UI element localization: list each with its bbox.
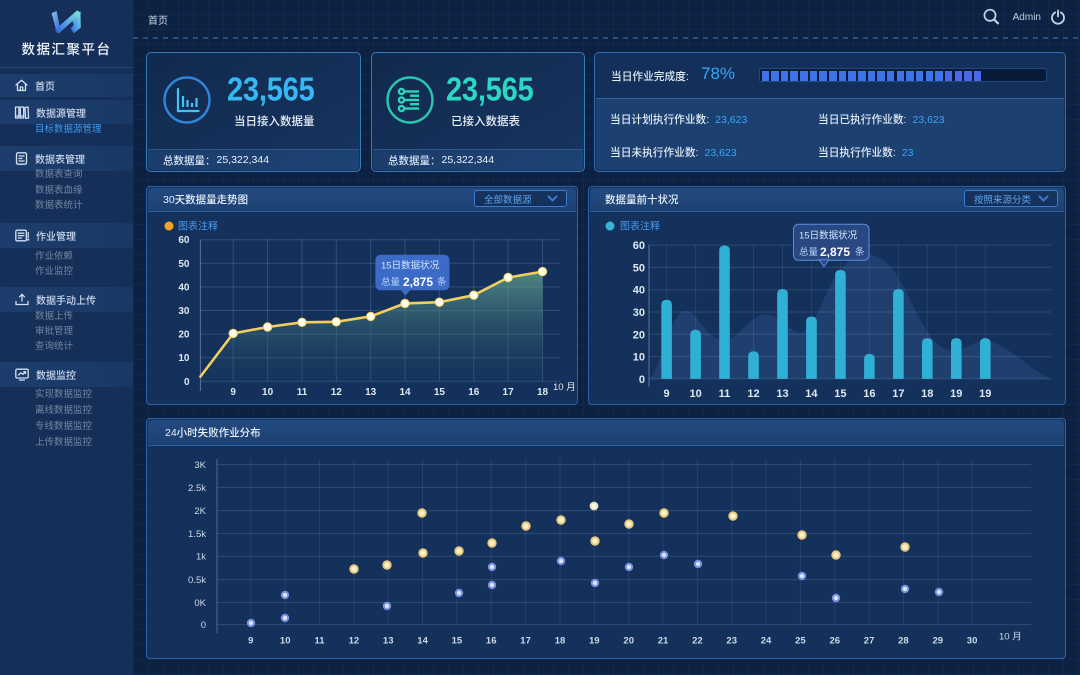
svg-text:22: 22: [692, 636, 703, 647]
svg-text:26: 26: [830, 636, 841, 647]
svg-text:24: 24: [761, 636, 772, 647]
svg-text:0K: 0K: [194, 598, 206, 609]
svg-text:图表注释: 图表注释: [620, 220, 660, 233]
svg-text:11: 11: [297, 387, 308, 398]
svg-text:50: 50: [178, 259, 190, 270]
svg-text:总量: 总量: [381, 276, 401, 288]
svg-text:9: 9: [230, 387, 236, 398]
svg-text:11: 11: [314, 636, 325, 647]
svg-text:12: 12: [349, 636, 360, 647]
svg-text:14: 14: [805, 388, 818, 400]
svg-text:40: 40: [178, 282, 190, 293]
svg-text:19: 19: [979, 388, 991, 400]
svg-text:条: 条: [437, 276, 447, 288]
svg-text:10: 10: [633, 352, 645, 364]
svg-text:条: 条: [855, 246, 865, 258]
svg-text:15: 15: [434, 387, 446, 398]
svg-text:10: 10: [178, 353, 190, 364]
svg-text:0: 0: [184, 377, 190, 388]
svg-text:16: 16: [486, 636, 497, 647]
svg-text:27: 27: [864, 636, 875, 647]
svg-text:20: 20: [633, 329, 645, 341]
svg-text:0: 0: [639, 374, 645, 386]
svg-text:1.5k: 1.5k: [188, 529, 206, 540]
svg-text:13: 13: [383, 636, 394, 647]
svg-text:10: 10: [262, 387, 274, 398]
svg-text:13: 13: [365, 387, 377, 398]
svg-text:2K: 2K: [194, 506, 206, 517]
svg-text:13: 13: [776, 388, 788, 400]
svg-text:23: 23: [726, 636, 737, 647]
svg-text:40: 40: [633, 285, 645, 297]
svg-text:15日数据状况: 15日数据状况: [799, 230, 858, 242]
svg-text:0: 0: [201, 620, 206, 631]
svg-text:18: 18: [555, 636, 566, 647]
svg-text:19: 19: [589, 636, 600, 647]
svg-text:25: 25: [795, 636, 806, 647]
svg-text:19: 19: [950, 388, 962, 400]
svg-text:3K: 3K: [194, 460, 206, 471]
svg-text:9: 9: [248, 636, 253, 647]
svg-text:2,875: 2,875: [820, 245, 850, 259]
svg-text:1k: 1k: [196, 552, 206, 563]
svg-text:0.5k: 0.5k: [188, 575, 206, 586]
svg-text:50: 50: [633, 262, 645, 274]
svg-text:30: 30: [967, 636, 978, 647]
svg-text:12: 12: [747, 388, 759, 400]
svg-text:29: 29: [933, 636, 944, 647]
svg-text:30: 30: [633, 307, 645, 319]
svg-text:18: 18: [537, 387, 549, 398]
svg-text:30: 30: [178, 306, 190, 317]
svg-text:17: 17: [503, 387, 515, 398]
svg-text:10 月: 10 月: [553, 382, 576, 393]
svg-text:17: 17: [892, 388, 904, 400]
svg-text:2.5k: 2.5k: [188, 483, 206, 494]
svg-text:12: 12: [331, 387, 343, 398]
svg-text:图表注释: 图表注释: [178, 220, 218, 233]
svg-text:15日数据状况: 15日数据状况: [381, 260, 440, 272]
svg-text:2,875: 2,875: [403, 275, 433, 289]
svg-text:10: 10: [689, 388, 701, 400]
svg-text:总量: 总量: [799, 246, 819, 258]
svg-text:11: 11: [719, 388, 731, 400]
svg-text:14: 14: [417, 636, 428, 647]
svg-text:15: 15: [834, 388, 846, 400]
svg-text:28: 28: [898, 636, 909, 647]
svg-text:16: 16: [863, 388, 875, 400]
svg-text:60: 60: [633, 240, 645, 252]
svg-text:21: 21: [658, 636, 669, 647]
svg-text:14: 14: [399, 387, 411, 398]
svg-text:20: 20: [623, 636, 634, 647]
svg-text:9: 9: [664, 388, 670, 400]
svg-text:10: 10: [280, 636, 291, 647]
svg-text:60: 60: [178, 235, 190, 246]
svg-text:20: 20: [178, 330, 190, 341]
svg-text:10 月: 10 月: [999, 632, 1022, 643]
svg-text:16: 16: [468, 387, 480, 398]
svg-text:15: 15: [452, 636, 463, 647]
svg-text:18: 18: [921, 388, 933, 400]
svg-text:17: 17: [520, 636, 531, 647]
